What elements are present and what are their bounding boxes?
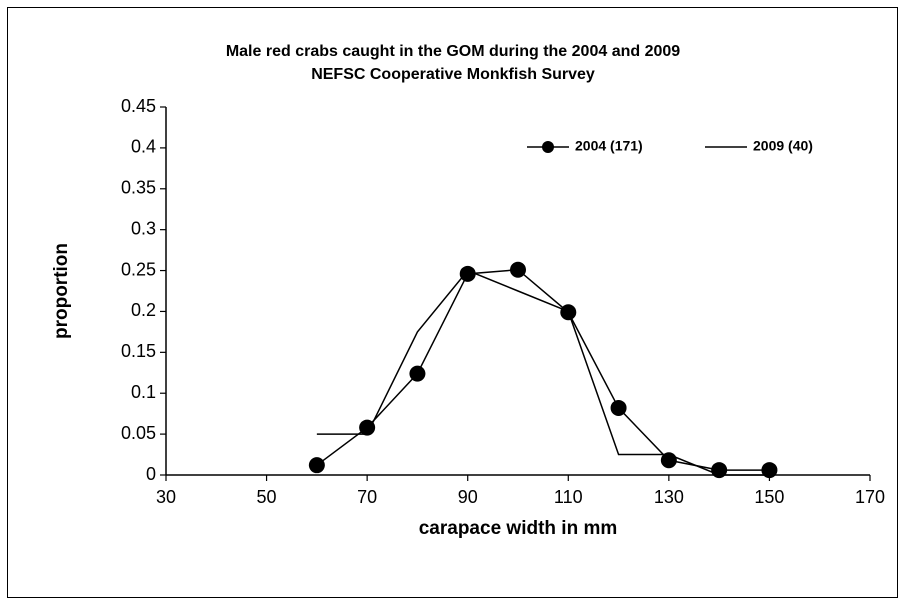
x-axis-label: carapace width in mm xyxy=(419,518,618,539)
data-point xyxy=(359,419,376,436)
data-point xyxy=(308,457,325,474)
y-tick-label: 0.1 xyxy=(131,382,156,402)
x-tick-label: 90 xyxy=(458,487,478,507)
x-tick-label: 50 xyxy=(257,487,277,507)
chart-title: Male red crabs caught in the GOM during … xyxy=(226,43,680,60)
y-tick-label: 0.2 xyxy=(131,300,156,320)
y-tick-label: 0.15 xyxy=(121,341,156,361)
x-tick-label: 170 xyxy=(855,487,885,507)
y-tick-label: 0.05 xyxy=(121,423,156,443)
x-tick-label: 150 xyxy=(754,487,784,507)
y-tick-label: 0 xyxy=(146,464,156,484)
y-tick-label: 0.4 xyxy=(131,137,156,157)
x-tick-label: 30 xyxy=(156,487,176,507)
y-tick-label: 0.45 xyxy=(121,96,156,116)
y-tick-label: 0.35 xyxy=(121,178,156,198)
data-point xyxy=(761,462,778,479)
data-point xyxy=(409,365,426,382)
legend-label: 2004 (171) xyxy=(575,138,643,154)
chart-title: NEFSC Cooperative Monkfish Survey xyxy=(311,66,595,83)
series-line xyxy=(316,269,770,476)
data-point xyxy=(610,399,627,416)
x-tick-label: 70 xyxy=(357,487,377,507)
data-point xyxy=(510,261,526,278)
y-axis-label: proportion xyxy=(51,243,72,339)
legend-label: 2009 (40) xyxy=(753,138,813,154)
x-tick-label: 130 xyxy=(654,487,684,507)
data-point xyxy=(459,265,476,282)
x-tick-label: 110 xyxy=(554,487,583,507)
y-tick-label: 0.25 xyxy=(121,259,156,279)
y-tick-label: 0.3 xyxy=(131,218,156,238)
legend-marker xyxy=(542,141,554,153)
